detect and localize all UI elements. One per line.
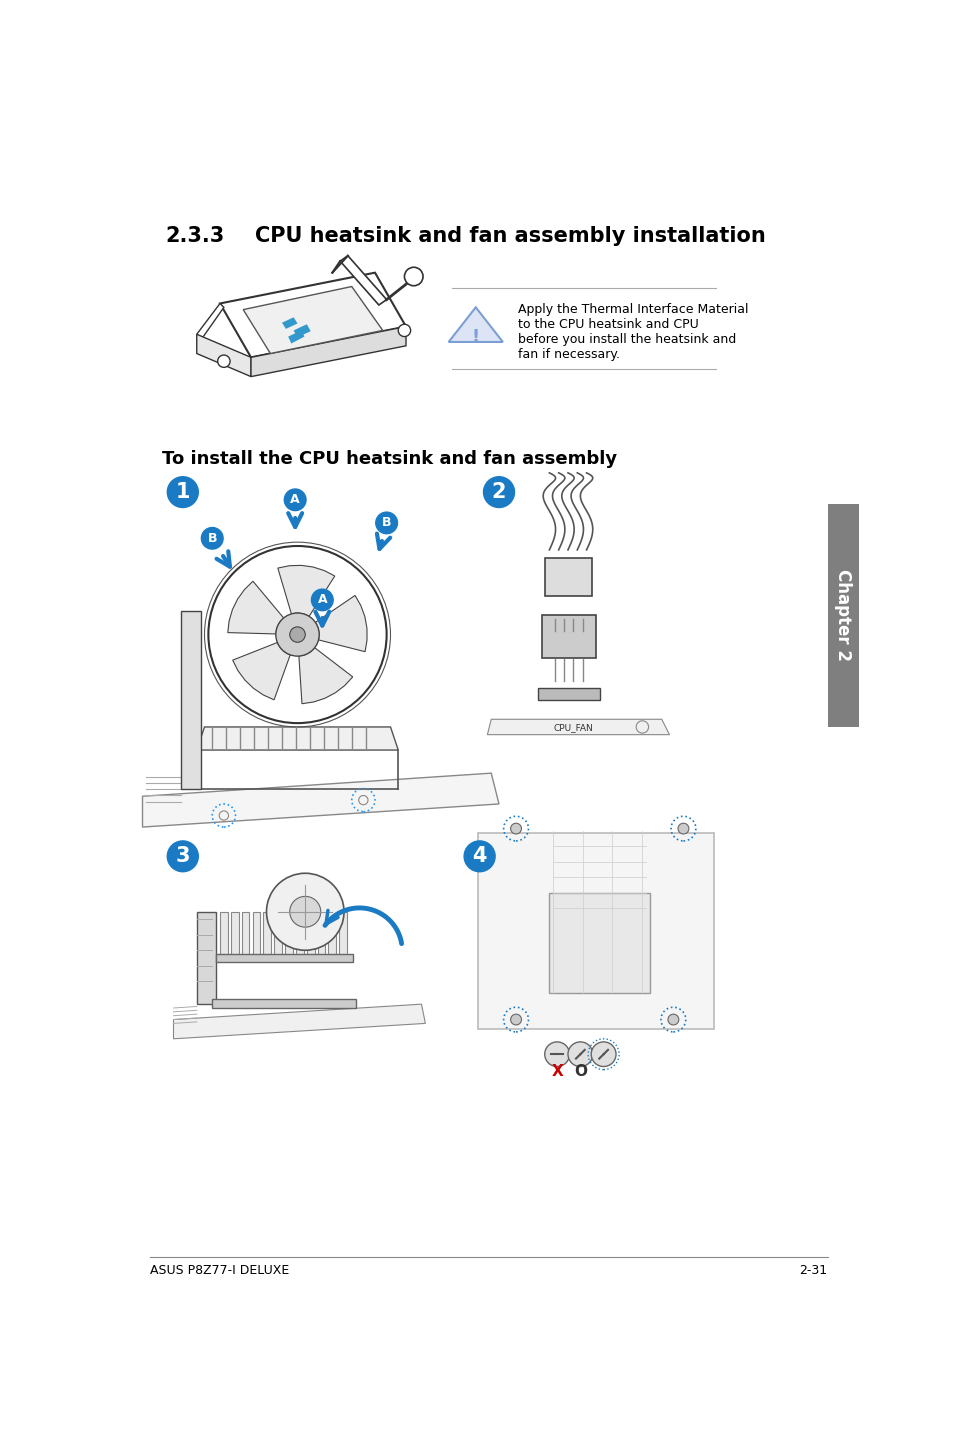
Circle shape	[404, 267, 422, 286]
Text: 3: 3	[175, 847, 190, 866]
Circle shape	[483, 477, 514, 508]
Circle shape	[266, 873, 344, 951]
Circle shape	[201, 528, 223, 549]
FancyBboxPatch shape	[477, 833, 713, 1028]
Polygon shape	[196, 334, 251, 377]
Polygon shape	[181, 611, 200, 788]
Circle shape	[290, 896, 320, 928]
Circle shape	[510, 1014, 521, 1025]
Text: 2: 2	[491, 482, 506, 502]
Polygon shape	[228, 581, 283, 634]
Polygon shape	[173, 1004, 425, 1038]
Circle shape	[375, 512, 397, 533]
Circle shape	[311, 590, 333, 611]
Polygon shape	[277, 565, 335, 617]
Polygon shape	[294, 324, 311, 338]
Circle shape	[544, 1043, 569, 1067]
Circle shape	[464, 841, 495, 871]
Polygon shape	[142, 774, 498, 827]
FancyBboxPatch shape	[317, 912, 325, 958]
Polygon shape	[448, 308, 502, 342]
FancyBboxPatch shape	[545, 558, 592, 597]
FancyBboxPatch shape	[253, 912, 260, 958]
Circle shape	[591, 1043, 616, 1067]
Circle shape	[167, 477, 198, 508]
Polygon shape	[288, 331, 304, 344]
Circle shape	[217, 355, 230, 367]
Polygon shape	[196, 728, 397, 751]
Circle shape	[275, 613, 319, 656]
Circle shape	[167, 841, 198, 871]
FancyBboxPatch shape	[212, 999, 355, 1008]
Text: B: B	[381, 516, 391, 529]
Text: X: X	[551, 1064, 562, 1078]
Text: Apply the Thermal Interface Material
to the CPU heatsink and CPU
before you inst: Apply the Thermal Interface Material to …	[517, 303, 748, 361]
Polygon shape	[487, 719, 669, 735]
FancyBboxPatch shape	[241, 912, 249, 958]
FancyBboxPatch shape	[307, 912, 314, 958]
Circle shape	[290, 627, 305, 643]
Polygon shape	[251, 326, 406, 377]
FancyBboxPatch shape	[285, 912, 293, 958]
Circle shape	[567, 1043, 592, 1067]
Text: O: O	[574, 1064, 586, 1078]
Circle shape	[284, 489, 306, 510]
Text: ASUS P8Z77-I DELUXE: ASUS P8Z77-I DELUXE	[150, 1264, 289, 1277]
Text: B: B	[208, 532, 216, 545]
Polygon shape	[243, 286, 382, 354]
Polygon shape	[233, 643, 290, 700]
FancyBboxPatch shape	[541, 615, 596, 657]
Text: 4: 4	[472, 847, 486, 866]
Circle shape	[678, 823, 688, 834]
Circle shape	[667, 1014, 679, 1025]
Text: A: A	[290, 493, 299, 506]
FancyBboxPatch shape	[263, 912, 271, 958]
Text: 2.3.3: 2.3.3	[166, 226, 225, 246]
Text: 2-31: 2-31	[799, 1264, 827, 1277]
Polygon shape	[196, 912, 216, 1004]
Polygon shape	[196, 303, 224, 341]
FancyBboxPatch shape	[549, 893, 649, 992]
Text: CPU heatsink and fan assembly installation: CPU heatsink and fan assembly installati…	[254, 226, 765, 246]
Text: A: A	[317, 594, 327, 607]
FancyBboxPatch shape	[827, 503, 858, 728]
FancyBboxPatch shape	[328, 912, 335, 958]
FancyBboxPatch shape	[339, 912, 347, 958]
Polygon shape	[340, 256, 386, 305]
FancyBboxPatch shape	[295, 912, 303, 958]
Polygon shape	[220, 273, 406, 358]
Polygon shape	[315, 595, 367, 651]
Text: !: !	[471, 328, 479, 345]
FancyBboxPatch shape	[274, 912, 282, 958]
Circle shape	[510, 823, 521, 834]
Polygon shape	[298, 647, 353, 703]
FancyBboxPatch shape	[537, 689, 599, 700]
FancyBboxPatch shape	[216, 953, 353, 962]
Text: CPU_FAN: CPU_FAN	[553, 723, 593, 732]
Text: 1: 1	[175, 482, 190, 502]
FancyBboxPatch shape	[231, 912, 238, 958]
Circle shape	[397, 324, 410, 336]
FancyBboxPatch shape	[220, 912, 228, 958]
Polygon shape	[282, 318, 297, 329]
Text: Chapter 2: Chapter 2	[833, 569, 851, 661]
Text: To install the CPU heatsink and fan assembly: To install the CPU heatsink and fan asse…	[162, 450, 617, 467]
